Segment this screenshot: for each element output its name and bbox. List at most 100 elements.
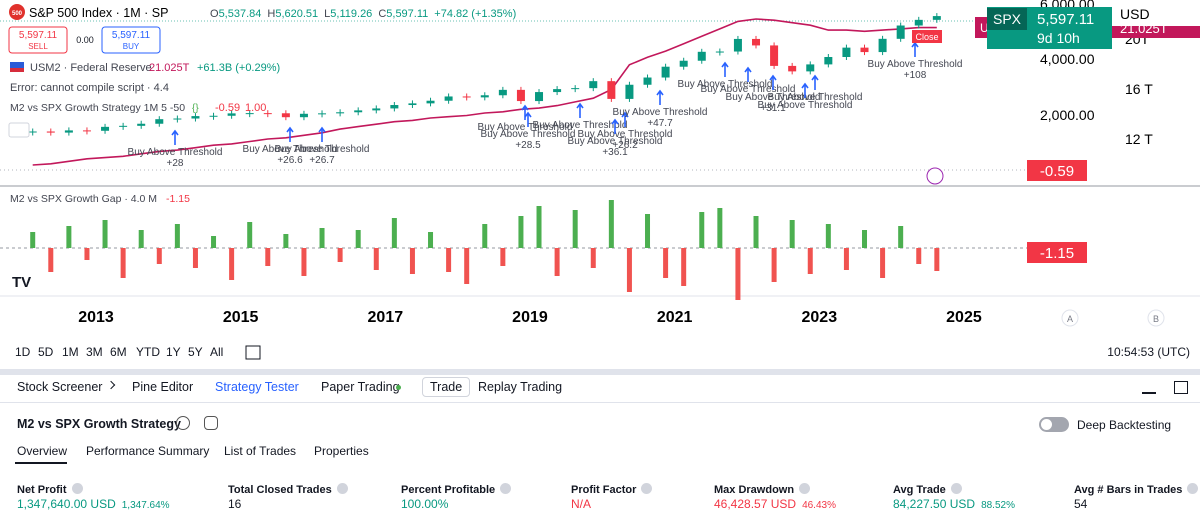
trade-profit: +31.1 — [760, 103, 786, 114]
price-tick: 2,000.00 — [1040, 107, 1095, 123]
timeframe-button[interactable]: All — [210, 345, 224, 359]
bottom-tab[interactable]: Strategy Tester — [215, 380, 299, 394]
timeframe-button[interactable]: 6M — [110, 345, 127, 359]
trade-arrow — [721, 61, 729, 77]
timeframe-button[interactable]: 1D — [15, 345, 31, 359]
trade-label: Buy Above Threshold — [701, 84, 796, 95]
candle — [860, 47, 869, 53]
candle — [679, 60, 688, 67]
time-axis: 2013 2015 2017 2019 2021 2023 2025 A B — [78, 309, 1165, 327]
info-icon[interactable] — [950, 483, 962, 494]
timeframe-button[interactable]: 5Y — [188, 345, 203, 359]
candle — [137, 123, 146, 126]
collapse-button[interactable] — [8, 122, 30, 138]
candle — [625, 84, 634, 99]
gap-bar — [536, 206, 542, 248]
candle — [770, 45, 779, 66]
deep-backtesting-label: Deep Backtesting — [1077, 418, 1172, 432]
ohlc: O5,537.84 H5,620.51 L5,119.26 C5,597.11 +74.… — [210, 8, 516, 20]
candle — [354, 110, 363, 113]
minimize-button[interactable] — [1142, 382, 1156, 394]
price-tick: 4,000.00 — [1040, 51, 1095, 67]
ohlc-value: 5,537.84 — [219, 8, 262, 20]
metric-value: N/A — [571, 497, 591, 511]
gap-badge — [1027, 242, 1087, 263]
timeframe-button[interactable]: YTD — [136, 345, 160, 359]
sell-button[interactable] — [8, 26, 68, 54]
buy-label: BUY — [123, 42, 140, 51]
info-icon[interactable] — [71, 483, 83, 494]
trade-label: Buy Above Threshold — [758, 100, 853, 111]
bottom-tab[interactable]: Replay Trading — [478, 380, 563, 394]
strategy-badge-value: -0.59 — [1040, 163, 1074, 180]
candle — [426, 100, 435, 104]
candle — [101, 126, 110, 131]
gap-bar — [30, 232, 36, 248]
bottom-tab[interactable]: Paper Trading — [321, 380, 400, 394]
error-text: Error: cannot compile script · 4.4 — [10, 82, 169, 94]
timeframe-button[interactable]: 1Y — [166, 345, 181, 359]
info-icon[interactable] — [641, 483, 653, 494]
scale-button[interactable] — [1061, 309, 1079, 327]
candle — [553, 89, 562, 93]
candle — [733, 38, 742, 52]
info-icon[interactable] — [799, 483, 811, 494]
panel-tab[interactable]: Overview — [17, 444, 68, 458]
metric-value: 1,347,640.00 USD 1,347.64% — [17, 497, 170, 511]
info-icon[interactable] — [500, 483, 512, 494]
spread: 0.00 — [76, 35, 94, 45]
metric-label: Max Drawdown — [714, 483, 811, 496]
time-tick-label: 2025 — [946, 309, 982, 326]
metric-label: Profit Factor — [571, 483, 653, 496]
trade-arrow — [576, 102, 584, 118]
timeframe-button[interactable]: 3M — [86, 345, 103, 359]
date-range-icon[interactable] — [244, 343, 262, 361]
maximize-button[interactable] — [1174, 381, 1188, 394]
gap-bar — [337, 248, 343, 262]
event-icon[interactable] — [926, 167, 944, 185]
panel-tab[interactable]: List of Trades — [224, 444, 297, 458]
trades-layer: Buy Above Threshold +28 Buy Above Threshol… — [128, 41, 962, 169]
gap-bar — [681, 248, 687, 286]
currency[interactable]: USD — [1120, 6, 1150, 22]
time-tick-label: 2015 — [223, 309, 259, 326]
ohlc-label: L — [324, 8, 330, 20]
bottom-tab[interactable]: Pine Editor — [132, 380, 194, 394]
candle — [896, 25, 905, 39]
candle — [227, 113, 236, 116]
scale-button[interactable] — [1147, 309, 1165, 327]
time-tick-label: 2023 — [802, 309, 838, 326]
candle — [607, 81, 616, 99]
info-icon[interactable] — [1187, 483, 1199, 494]
trade-profit: +28 — [167, 158, 184, 169]
chevron[interactable] — [106, 380, 116, 390]
settings-icon[interactable] — [176, 416, 190, 430]
m2-legend-name: USM2 · Federal Reserve — [30, 62, 152, 74]
panel-divider — [0, 369, 1200, 375]
panel-tab[interactable]: Properties — [314, 444, 369, 458]
gap-bar — [48, 248, 54, 272]
deep-backtesting-toggle[interactable] — [1039, 417, 1069, 432]
trade-label: Buy Above Threshold — [726, 92, 821, 103]
flag-icon — [10, 62, 24, 72]
gap-bar — [192, 248, 198, 268]
gap-bar — [84, 248, 90, 260]
info-icon[interactable] — [336, 483, 348, 494]
buy-price: 5,597.11 — [112, 30, 151, 41]
gap-layer — [30, 200, 940, 300]
candle — [462, 96, 471, 98]
bottom-tab[interactable]: Stock Screener — [17, 380, 103, 394]
trade-profit: +36.1 — [602, 147, 628, 158]
gap-bar — [862, 230, 868, 248]
gap-bar — [174, 224, 180, 248]
panel-tab[interactable]: Performance Summary — [86, 444, 210, 458]
reload-icon[interactable] — [204, 416, 218, 430]
bottom-tab[interactable]: Trade — [422, 377, 471, 397]
buy-button[interactable] — [101, 26, 161, 54]
trade-label: Buy Above Threshold — [275, 144, 370, 155]
candle — [842, 47, 851, 58]
trade-arrow — [801, 82, 809, 98]
timeframe-button[interactable]: 5D — [38, 345, 54, 359]
candle — [480, 95, 489, 98]
timeframe-button[interactable]: 1M — [62, 345, 79, 359]
